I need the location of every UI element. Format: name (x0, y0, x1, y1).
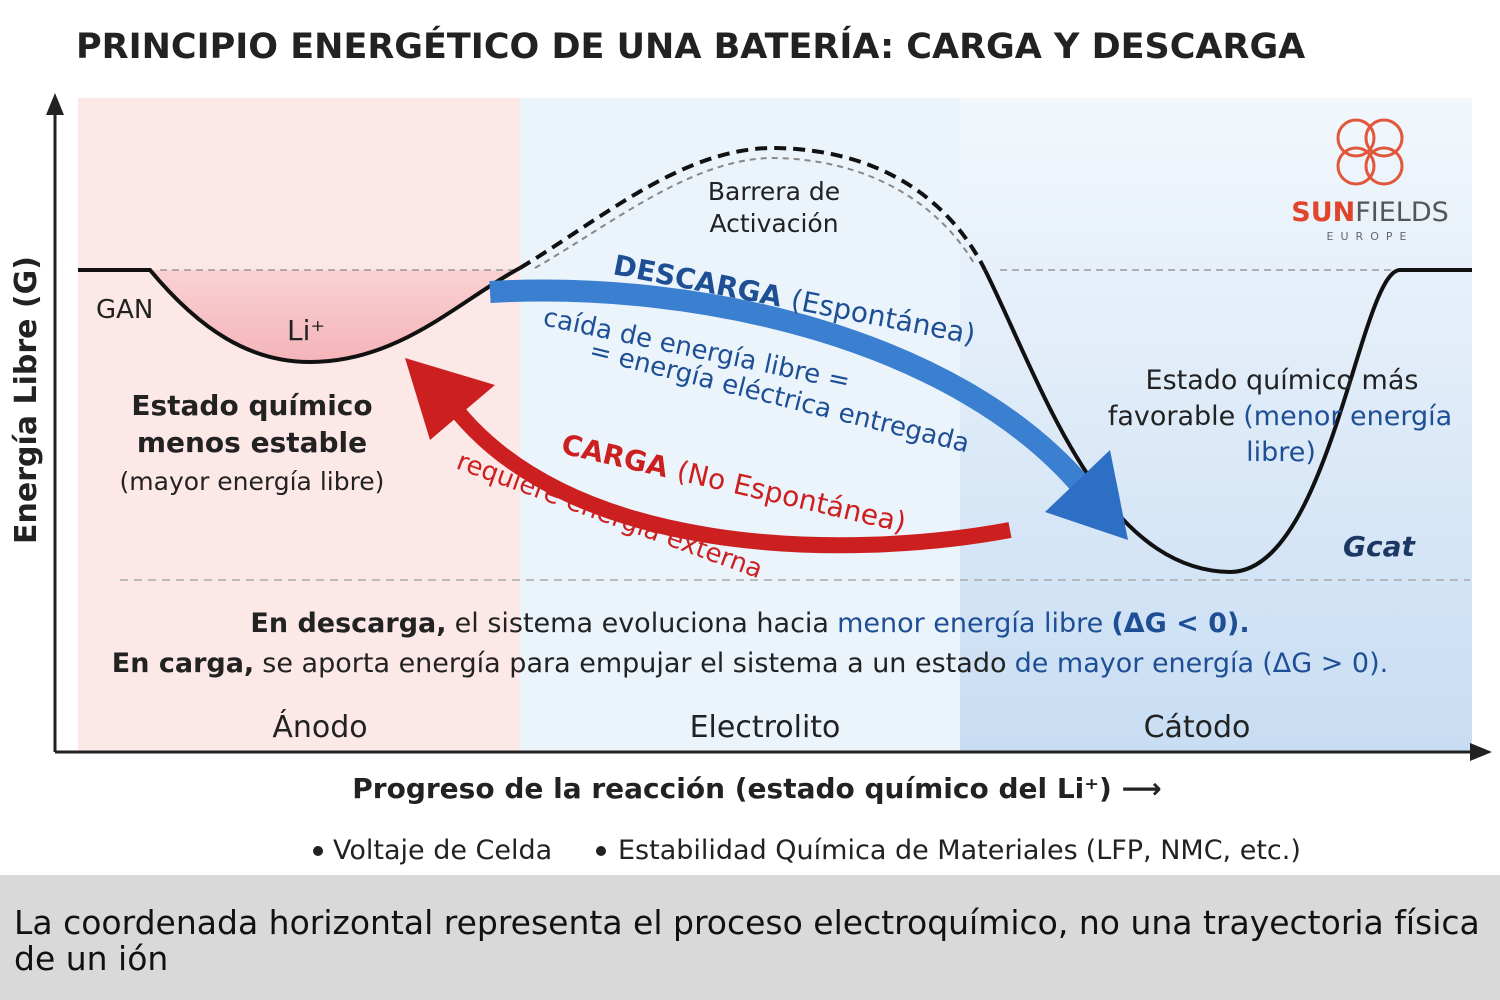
note-end: (ΔG > 0). (1262, 648, 1389, 679)
logo-brand: FIELDS (1355, 197, 1449, 228)
note-bold: En descarga, (250, 608, 447, 639)
bullet-dot (313, 846, 323, 856)
caption: La coordenada horizontal representa el p… (0, 875, 1500, 1000)
cathode-region (960, 98, 1472, 752)
note-highlight: de mayor energía (1014, 648, 1255, 679)
charge-arrow (438, 390, 1012, 554)
note-text: se aporta energía para empujar el sistem… (262, 648, 1007, 679)
x-axis-arrow (1470, 743, 1492, 761)
cathode-state-bold: favorable (1108, 401, 1235, 432)
electrolyte-region (520, 98, 960, 752)
bullet: Voltaje de Celda (333, 835, 552, 866)
y-axis-label: Energía Libre (G) (9, 256, 44, 544)
bullet-extra: (LFP, NMC, etc.) (1086, 835, 1301, 866)
note-text: el sistema evoluciona hacia (454, 608, 829, 639)
ion-label: Li⁺ (287, 314, 325, 347)
barrier-label: Barrera de (708, 177, 840, 206)
bullet: Estabilidad Química de Materiales (LFP, N… (618, 835, 1301, 866)
logo-region: EUROPE (1327, 230, 1414, 243)
barrier-curve-shadow (534, 156, 976, 269)
x-axis-label: Progreso de la reacción (estado químico … (352, 772, 1161, 805)
charge-arrowhead (405, 358, 495, 440)
energy-curve (983, 268, 1472, 575)
bullet-dot (596, 846, 606, 856)
anode-state: Estado químico (131, 389, 372, 422)
discharge-arrow (489, 279, 1094, 498)
cathode-state: Estado químico más (1146, 365, 1419, 396)
region-label: Ánodo (272, 709, 367, 745)
cathode-state-note: libre) (1246, 437, 1316, 468)
region-label: Electrolito (690, 710, 841, 745)
logo-brand-bold: SUN (1291, 197, 1355, 228)
title: PRINCIPIO ENERGÉTICO DE UNA BATERÍA: CAR… (76, 25, 1305, 67)
discharge-arrowhead (1045, 450, 1128, 540)
logo-text: SUNFIELDS (1291, 197, 1449, 228)
note-highlight: menor energía libre (837, 608, 1104, 639)
note-end: (ΔG < 0). (1111, 608, 1250, 639)
anode-state-note: (mayor energía libre) (120, 467, 385, 496)
note-bold: En carga, (111, 648, 255, 679)
cathode-level: Gcat (1343, 530, 1416, 563)
diagram: PRINCIPIO ENERGÉTICO DE UNA BATERÍA: CAR… (9, 25, 1492, 866)
barrier-label: Activación (709, 209, 838, 238)
note: En descarga, el sistema evoluciona hacia m… (0, 608, 1500, 639)
anode-state: menos estable (137, 426, 367, 459)
bullet-text: Estabilidad Química de Materiales (618, 835, 1078, 866)
anode-level: GAN (96, 295, 153, 325)
cathode-state: favorable (menor energía (1108, 401, 1452, 432)
barrier-curve (518, 145, 987, 271)
cathode-state-note: (menor energía (1243, 401, 1452, 432)
anode-well (150, 268, 520, 362)
y-axis-arrow (46, 93, 64, 115)
logo-mark (1336, 118, 1404, 186)
region-label: Cátodo (1144, 710, 1251, 745)
note: En carga, se aporta energía para empujar … (0, 648, 1500, 679)
energy-curve (78, 266, 521, 365)
